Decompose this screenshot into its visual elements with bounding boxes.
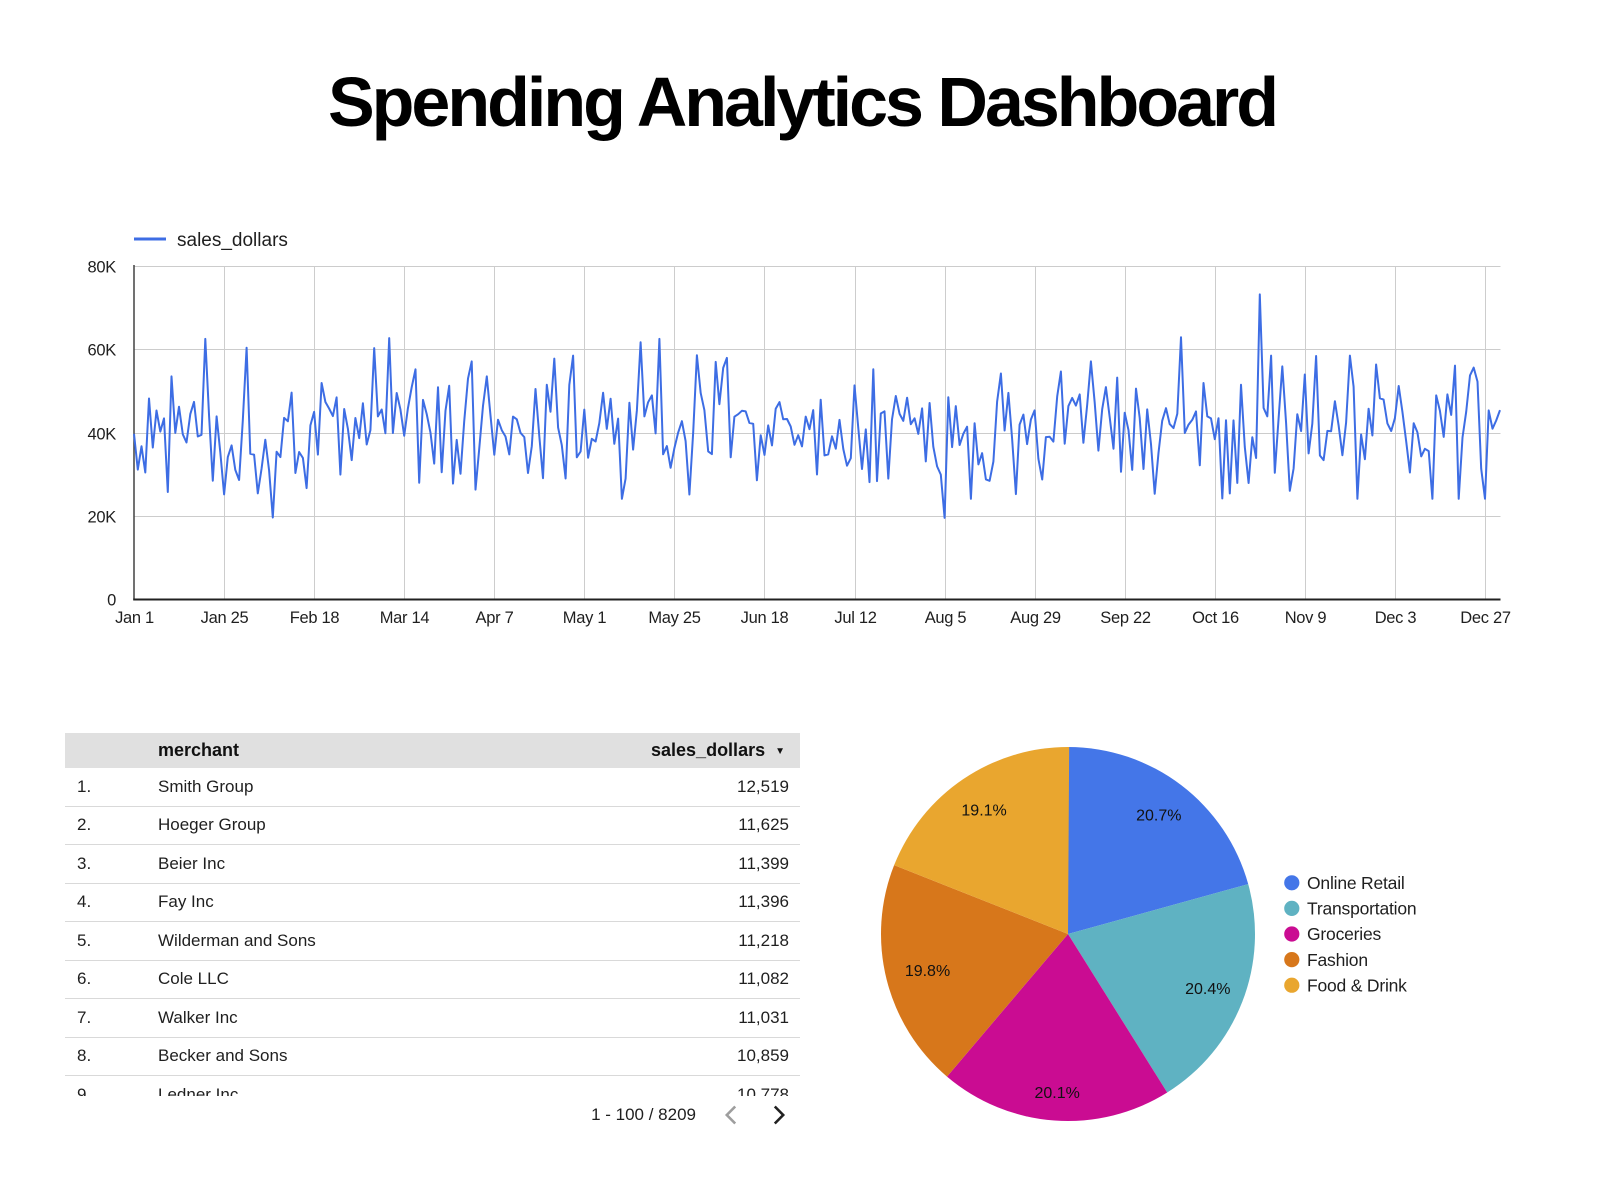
svg-text:60K: 60K [88, 341, 117, 359]
svg-text:Jul 12: Jul 12 [834, 609, 876, 627]
svg-text:19.1%: 19.1% [961, 802, 1006, 819]
svg-text:Apr 7: Apr 7 [476, 609, 514, 627]
svg-text:sales_dollars: sales_dollars [177, 230, 288, 251]
svg-text:Jan 25: Jan 25 [201, 609, 249, 627]
svg-text:20.4%: 20.4% [1185, 981, 1230, 998]
svg-text:Jan 1: Jan 1 [115, 609, 154, 627]
svg-text:Fashion: Fashion [1307, 950, 1368, 970]
svg-text:Dec 27: Dec 27 [1460, 609, 1511, 627]
svg-text:Aug 5: Aug 5 [925, 609, 967, 627]
svg-text:80K: 80K [88, 258, 117, 276]
svg-text:Food & Drink: Food & Drink [1307, 975, 1407, 995]
svg-text:May 25: May 25 [648, 609, 700, 627]
svg-text:Mar 14: Mar 14 [380, 609, 430, 627]
svg-text:Jun 18: Jun 18 [741, 609, 789, 627]
svg-text:40K: 40K [88, 425, 117, 443]
svg-text:20.1%: 20.1% [1035, 1085, 1080, 1102]
svg-text:20K: 20K [88, 508, 117, 526]
svg-text:May 1: May 1 [563, 609, 607, 627]
svg-text:Nov 9: Nov 9 [1285, 609, 1327, 627]
svg-text:Groceries: Groceries [1307, 924, 1382, 944]
svg-text:20.7%: 20.7% [1136, 807, 1181, 824]
svg-text:Feb 18: Feb 18 [290, 609, 340, 627]
svg-text:Dec 3: Dec 3 [1375, 609, 1417, 627]
svg-text:19.8%: 19.8% [905, 963, 950, 980]
svg-text:Oct 16: Oct 16 [1192, 609, 1239, 627]
svg-text:Aug 29: Aug 29 [1010, 609, 1061, 627]
svg-text:Sep 22: Sep 22 [1100, 609, 1151, 627]
svg-text:0: 0 [107, 591, 116, 609]
svg-text:Transportation: Transportation [1307, 899, 1416, 919]
svg-text:Online Retail: Online Retail [1307, 873, 1405, 893]
